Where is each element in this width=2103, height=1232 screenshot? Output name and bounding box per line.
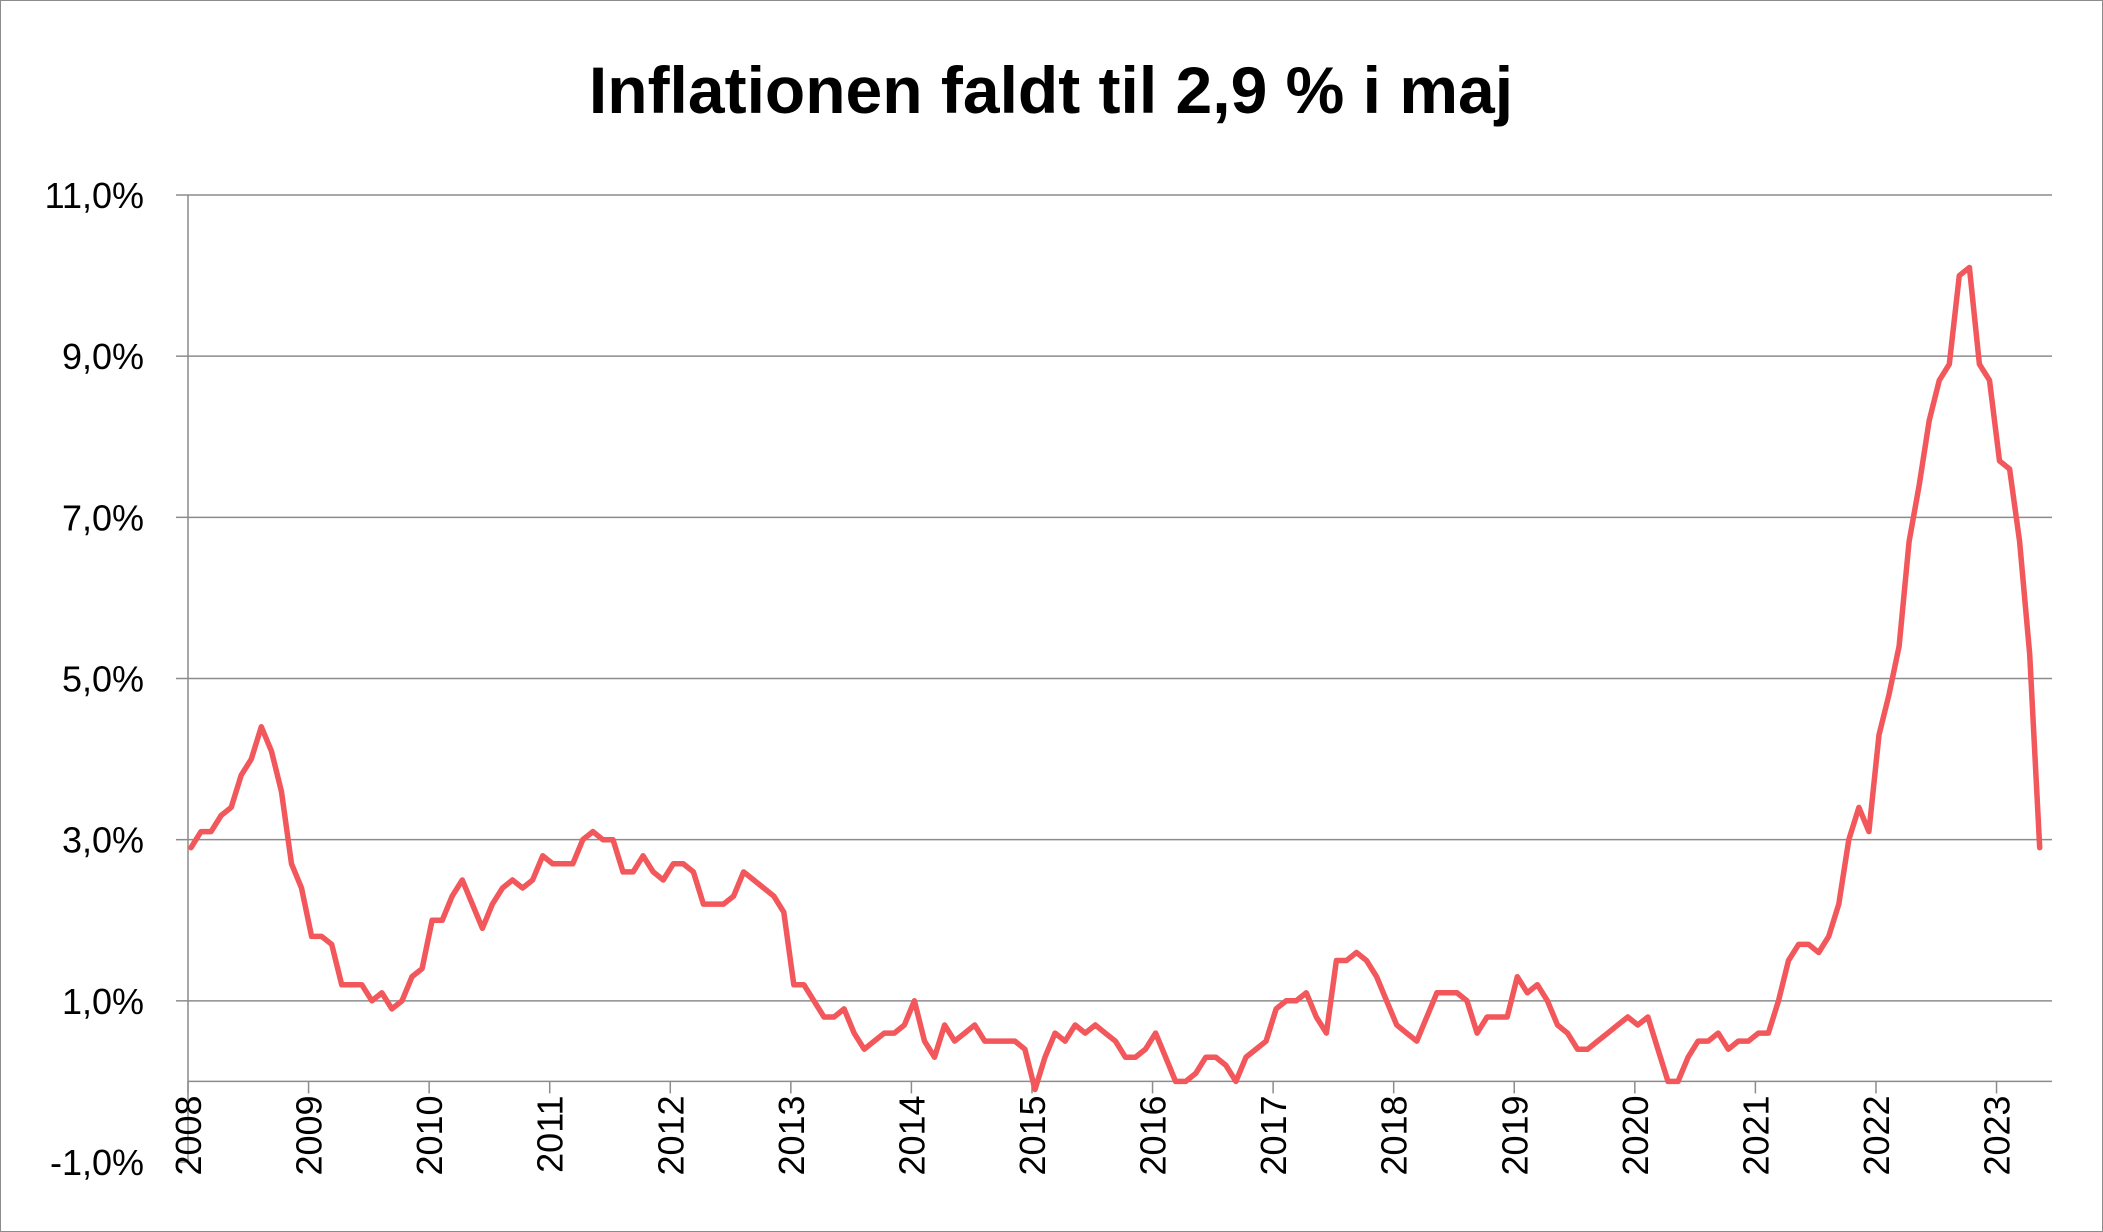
x-tick-label: 2012: [650, 1095, 691, 1175]
chart-title: Inflationen faldt til 2,9 % i maj: [589, 53, 1513, 127]
series-line: [188, 264, 2043, 1093]
x-tick-label: 2011: [530, 1095, 571, 1172]
y-tick-label: 1,0%: [62, 981, 144, 1022]
y-tick-label: 7,0%: [62, 497, 144, 538]
x-tick-label: 2015: [1012, 1095, 1053, 1175]
x-tick-label: 2019: [1494, 1095, 1535, 1175]
x-tick-label: 2014: [891, 1095, 932, 1175]
x-tick-label: 2010: [409, 1095, 450, 1175]
x-tick-label: 2018: [1374, 1095, 1415, 1175]
y-tick-label: 9,0%: [62, 336, 144, 377]
x-tick-label: 2022: [1856, 1095, 1897, 1175]
y-tick-label: 5,0%: [62, 659, 144, 700]
x-tick-label: 2023: [1977, 1095, 2018, 1175]
y-tick-label: 11,0%: [45, 175, 144, 216]
y-tick-label: 3,0%: [62, 820, 144, 861]
x-tick-label: 2021: [1735, 1095, 1776, 1175]
gridlines: [188, 194, 2052, 1002]
x-tick-labels: 2008 2009 2010 2011 2012 2013 2014 2015 2016 2017…: [168, 1095, 2018, 1175]
x-tick-label: 2013: [771, 1095, 812, 1175]
x-tick-label: 2008: [168, 1095, 209, 1175]
x-tick-label: 2017: [1253, 1095, 1294, 1175]
y-tick-labels: 11,0% 9,0% 7,0% 5,0% 3,0% 1,0% -1,0%: [45, 175, 144, 1183]
y-tick-label: -1,0%: [50, 1142, 144, 1183]
x-tick-label: 2016: [1133, 1095, 1174, 1175]
series-layer: [188, 264, 2043, 1093]
x-tick-label: 2020: [1615, 1095, 1656, 1175]
axes: [176, 194, 2052, 1163]
x-tick-label: 2009: [289, 1095, 330, 1175]
